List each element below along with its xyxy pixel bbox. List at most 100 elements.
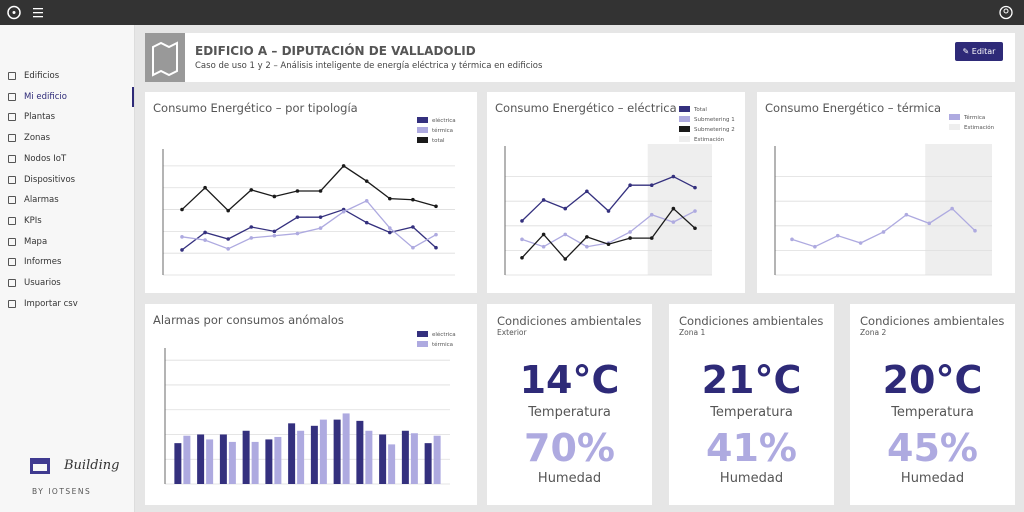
nav-item[interactable]: Informes xyxy=(24,257,62,268)
point xyxy=(563,206,568,211)
point xyxy=(318,226,323,230)
nav-item[interactable]: Zonas xyxy=(24,133,51,144)
nav-icon xyxy=(8,175,16,184)
chart-title: Consumo Energético – térmica xyxy=(765,101,942,115)
humidity: 41% xyxy=(706,426,797,470)
point xyxy=(904,212,909,217)
bar xyxy=(333,419,341,484)
chart-card: Consumo Energético – térmica Térmica Estim… xyxy=(757,92,1015,293)
point xyxy=(272,229,277,234)
bar xyxy=(401,430,409,484)
nav-icon xyxy=(8,237,16,246)
legend-label: Total xyxy=(693,107,707,113)
bar xyxy=(197,434,205,484)
legend-swatch xyxy=(417,127,428,133)
line xyxy=(181,200,437,250)
nav-item[interactable]: KPIs xyxy=(24,215,42,226)
humidity-label: Humedad xyxy=(900,471,965,486)
point xyxy=(249,188,254,192)
chart: eléctrica térmica total xyxy=(162,117,456,276)
point xyxy=(585,244,589,249)
point xyxy=(858,241,863,245)
point xyxy=(388,196,392,201)
temperature-label: Temperatura xyxy=(891,405,974,420)
point xyxy=(295,215,300,219)
point xyxy=(388,226,392,230)
condition-zone: Zona 2 xyxy=(860,328,887,337)
bar xyxy=(228,441,236,484)
point xyxy=(295,231,300,236)
bar xyxy=(183,435,191,484)
condition-card: Condiciones ambientales Zona 2 20°C Tempera… xyxy=(850,304,1015,505)
brand: Building xyxy=(64,458,120,473)
edit-button[interactable]: ✎ Editar xyxy=(955,42,1003,61)
point xyxy=(813,244,817,249)
point xyxy=(411,245,415,250)
point xyxy=(671,206,676,211)
point xyxy=(226,247,230,251)
humidity-label: Humedad xyxy=(719,471,784,486)
nav-item[interactable]: Edificios xyxy=(24,71,60,81)
point xyxy=(318,215,323,219)
brand-icon xyxy=(30,458,50,474)
point xyxy=(203,230,207,235)
point xyxy=(628,236,632,240)
bar xyxy=(310,425,318,484)
nav-icon xyxy=(8,196,16,205)
nav-item[interactable]: Plantas xyxy=(24,112,56,123)
nav-item[interactable]: Nodos IoT xyxy=(24,153,67,164)
estimation-area xyxy=(925,144,992,275)
nav-item[interactable]: Dispositivos xyxy=(24,174,76,185)
legend-swatch xyxy=(417,117,428,123)
point xyxy=(434,232,438,237)
condition-zone: Exterior xyxy=(497,328,527,337)
nav-item[interactable]: Usuarios xyxy=(24,278,61,288)
brand-sub: BY IOTSENS xyxy=(32,487,92,496)
bar xyxy=(424,443,432,484)
point xyxy=(563,232,568,237)
bar xyxy=(379,434,387,484)
nav-item[interactable]: Mapa xyxy=(24,236,48,247)
nav-item[interactable]: Importar csv xyxy=(24,298,78,309)
point xyxy=(649,212,654,217)
nav-icon xyxy=(8,154,16,163)
line xyxy=(181,165,437,212)
bar xyxy=(206,439,214,484)
humidity: 70% xyxy=(524,426,615,470)
nav-icon xyxy=(8,113,16,122)
bar xyxy=(356,420,364,484)
point xyxy=(835,233,840,238)
nav-item[interactable]: Mi edificio xyxy=(24,91,67,102)
point xyxy=(388,230,392,235)
chart-card: Consumo Energético – por tipología eléctr… xyxy=(145,92,477,293)
chart: Térmica Estimación xyxy=(774,114,995,276)
legend-swatch xyxy=(417,331,428,337)
top-bar xyxy=(0,0,1024,25)
nav-item[interactable]: Alarmas xyxy=(24,195,59,206)
point xyxy=(226,237,230,241)
point xyxy=(295,189,300,193)
point xyxy=(541,232,546,237)
legend-label: Estimación xyxy=(694,136,725,143)
nav-icon xyxy=(8,216,16,225)
humidity: 45% xyxy=(887,426,978,470)
condition-title: Condiciones ambientales xyxy=(860,314,1005,328)
edit-label[interactable]: Editar xyxy=(971,47,996,56)
point xyxy=(180,207,184,212)
point xyxy=(790,237,794,242)
header: EDIFICIO A – DIPUTACIÓN DE VALLADOLID Ca… xyxy=(145,33,1015,82)
point xyxy=(693,209,697,213)
point xyxy=(671,174,676,179)
legend-swatch xyxy=(949,124,960,130)
point xyxy=(671,220,676,224)
condition-title: Condiciones ambientales xyxy=(679,314,824,328)
legend-label: Submetering 2 xyxy=(694,127,735,133)
nav-icon xyxy=(8,279,16,287)
legend-swatch xyxy=(679,106,690,112)
point xyxy=(541,198,546,202)
point xyxy=(628,183,632,188)
chart: Total Submetering 1 Submetering 2 Estimació… xyxy=(504,106,735,276)
line xyxy=(181,208,437,251)
condition-card: Condiciones ambientales Zona 1 21°C Tempera… xyxy=(669,304,834,505)
chart-card: Alarmas por consumos anómalos eléctrica té… xyxy=(145,304,477,505)
